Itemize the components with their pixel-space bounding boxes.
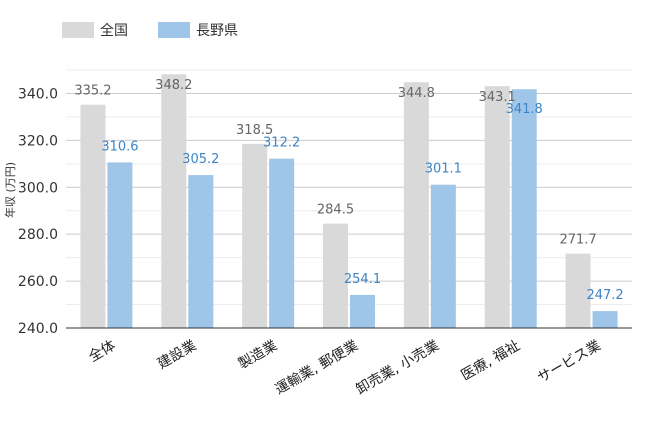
bar-nagano (592, 311, 618, 328)
bar-national (484, 86, 510, 328)
y-axis-label: 年収 (万円) (3, 162, 17, 218)
data-label-national: 335.2 (74, 84, 111, 99)
legend-swatch-national (62, 22, 94, 38)
data-label-nagano: 305.2 (182, 152, 219, 167)
y-tick-label: 300.0 (18, 180, 58, 196)
data-label-national: 348.2 (155, 78, 192, 93)
y-tick-label: 240.0 (18, 321, 58, 337)
data-label-nagano: 341.8 (506, 102, 543, 117)
legend-swatch-nagano (158, 22, 190, 38)
bar-national (161, 74, 187, 328)
x-category-label: 建設業 (155, 338, 199, 373)
bar-nagano (269, 158, 295, 328)
x-category-label: 運輸業, 郵便業 (273, 338, 361, 398)
x-category-label: 全体 (86, 337, 119, 366)
legend-label-national: 全国 (100, 22, 128, 39)
data-label-nagano: 247.2 (586, 288, 623, 303)
legend-label-nagano: 長野県 (196, 23, 238, 39)
bar-nagano (511, 89, 537, 328)
bar-nagano (430, 184, 456, 328)
bar-nagano (188, 175, 214, 328)
bar-national (323, 223, 348, 328)
bar-national (242, 143, 268, 328)
x-category-label: 製造業 (236, 338, 280, 373)
bar-national (80, 104, 106, 328)
bar-nagano (107, 162, 133, 328)
x-category-label: 医療, 福祉 (458, 337, 523, 384)
data-label-national: 284.5 (317, 203, 354, 218)
x-category-label: サービス業 (535, 338, 604, 387)
data-label-nagano: 312.2 (263, 136, 300, 151)
y-tick-label: 260.0 (18, 274, 58, 290)
data-label-nagano: 301.1 (425, 162, 462, 177)
bar-national (565, 253, 591, 328)
data-label-national: 343.1 (479, 90, 516, 105)
y-tick-label: 280.0 (18, 227, 58, 243)
data-label-nagano: 254.1 (344, 272, 381, 287)
bars (80, 74, 618, 328)
y-tick-label: 320.0 (18, 133, 58, 149)
data-label-national: 271.7 (559, 233, 596, 248)
data-label-national: 344.8 (398, 86, 435, 101)
x-category-label: 卸売業, 小売業 (353, 338, 441, 398)
y-tick-label: 340.0 (18, 86, 58, 102)
legend: 全国 長野県 (62, 22, 238, 39)
bar-national (403, 82, 429, 328)
data-label-national: 318.5 (236, 123, 273, 138)
gridlines (66, 69, 632, 329)
bar-nagano (350, 294, 375, 328)
data-label-nagano: 310.6 (101, 139, 138, 154)
